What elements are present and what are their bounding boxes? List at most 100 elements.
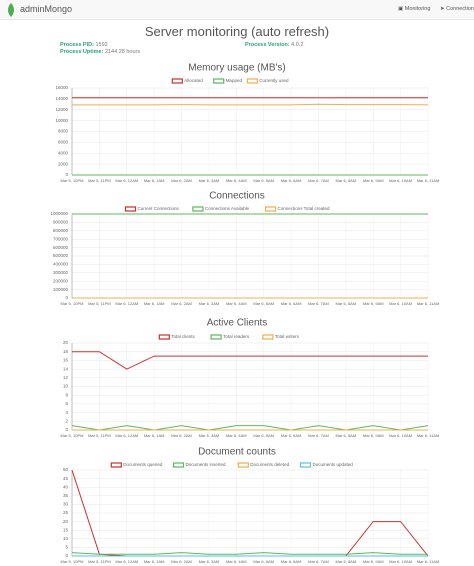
x-tick-label: Mar 6, 8AM: [336, 433, 357, 438]
info-label: Process Version:: [245, 42, 290, 48]
y-tick-label: 25: [63, 510, 69, 515]
legend-swatch: [299, 462, 312, 468]
y-tick-label: 200000: [53, 278, 69, 283]
x-tick-label: Mar 6, 10AM: [389, 178, 412, 183]
x-tick-label: Mar 6, 9AM: [363, 433, 384, 438]
x-tick-label: Mar 6, 10AM: [389, 301, 412, 306]
legend-label: Connections Available: [205, 206, 250, 211]
y-tick-label: 45: [63, 476, 69, 481]
y-tick-label: 10: [63, 536, 69, 541]
x-tick-label: Mar 6, 9AM: [363, 301, 384, 306]
x-tick-label: Mar 6, 4AM: [226, 178, 247, 183]
x-tick-label: Mar 6, 11AM: [417, 301, 440, 306]
legend-swatch: [124, 206, 137, 212]
x-tick-label: Mar 6, 3AM: [199, 559, 220, 564]
y-tick-label: 2000: [58, 161, 69, 166]
legend-label: Total clients: [171, 334, 195, 339]
x-tick-label: Mar 6, 11AM: [417, 433, 440, 438]
y-tick-label: 8: [65, 392, 68, 397]
legend-label: Documents deleted: [250, 462, 289, 467]
legend-swatch: [172, 462, 185, 468]
y-tick-label: 50: [63, 467, 69, 472]
y-tick-label: 400000: [53, 262, 69, 267]
chart-title: Active Clients: [207, 318, 268, 329]
y-tick-label: 0: [65, 427, 68, 432]
x-tick-label: Mar 5, 10PM: [61, 301, 84, 306]
info-label: Process PID:: [60, 42, 94, 48]
x-tick-label: Mar 6, 4AM: [226, 301, 247, 306]
x-tick-label: Mar 6, 2AM: [171, 433, 192, 438]
x-tick-label: Mar 6, 6AM: [281, 559, 302, 564]
y-tick-label: 35: [63, 493, 69, 498]
x-tick-label: Mar 6, 6AM: [281, 178, 302, 183]
x-tick-label: Mar 6, 12AM: [115, 559, 138, 564]
x-tick-label: Mar 5, 10PM: [61, 559, 84, 564]
nav-link-text[interactable]: Connection: [446, 6, 474, 12]
y-tick-label: 30: [63, 502, 69, 507]
chart-title: Connections: [209, 191, 265, 202]
x-tick-label: Mar 6, 2AM: [171, 559, 192, 564]
x-tick-label: Mar 6, 5AM: [253, 433, 274, 438]
y-tick-label: 4000: [58, 150, 69, 155]
x-tick-label: Mar 6, 5AM: [253, 178, 274, 183]
y-tick-label: 4: [65, 410, 68, 415]
info-value: 2144.28 hours: [104, 49, 141, 55]
y-tick-label: 100000: [53, 287, 69, 292]
x-tick-label: Mar 6, 11AM: [417, 559, 440, 564]
x-tick-label: Mar 6, 5AM: [253, 559, 274, 564]
x-tick-label: Mar 6, 12AM: [115, 301, 138, 306]
nav-link[interactable]: ▣ Monitoring: [398, 6, 431, 12]
y-tick-label: 900000: [53, 220, 69, 225]
x-tick-label: Mar 6, 3AM: [199, 433, 220, 438]
y-tick-label: 0: [65, 172, 68, 177]
brand[interactable]: adminMongo: [20, 4, 73, 14]
x-tick-label: Mar 6, 1AM: [144, 433, 165, 438]
y-tick-label: 0: [65, 553, 68, 558]
x-tick-label: Mar 5, 11PM: [88, 178, 111, 183]
chart-title: Document counts: [198, 447, 276, 458]
y-tick-label: 600000: [53, 245, 69, 250]
series-line: [71, 425, 429, 431]
y-tick-label: 40: [63, 484, 69, 489]
y-tick-label: 8000: [58, 129, 69, 134]
x-tick-label: Mar 6, 10AM: [389, 433, 412, 438]
x-tick-label: Mar 6, 8AM: [336, 178, 357, 183]
x-tick-label: Mar 6, 3AM: [199, 301, 220, 306]
info-label: Process Uptime:: [60, 49, 104, 55]
x-tick-label: Mar 6, 9AM: [363, 559, 384, 564]
x-tick-label: Mar 6, 7AM: [308, 301, 329, 306]
x-tick-label: Mar 6, 5AM: [253, 301, 274, 306]
y-tick-label: 14000: [55, 96, 68, 101]
legend-label: Total readers: [223, 334, 250, 339]
y-tick-label: 20: [63, 340, 69, 345]
page-title: Server monitoring (auto refresh): [144, 24, 330, 39]
legend-swatch: [237, 462, 249, 468]
y-tick-label: 16: [63, 358, 69, 363]
nav-link[interactable]: ➤ Connection: [440, 6, 474, 12]
x-tick-label: Mar 6, 7AM: [308, 559, 329, 564]
y-tick-label: 500000: [53, 253, 69, 258]
x-tick-label: Mar 6, 7AM: [308, 178, 329, 183]
legend-swatch: [246, 78, 258, 84]
legend-swatch: [213, 78, 225, 84]
legend-label: Allocated: [184, 78, 203, 83]
x-tick-label: Mar 6, 4AM: [226, 559, 247, 564]
x-tick-label: Mar 6, 3AM: [199, 178, 220, 183]
legend-label: Mapped: [226, 78, 243, 83]
y-tick-label: 2: [65, 418, 68, 423]
y-tick-label: 6: [65, 401, 68, 406]
nav-link-text[interactable]: Monitoring: [404, 6, 431, 12]
y-tick-label: 18: [63, 349, 69, 354]
x-tick-label: Mar 6, 9AM: [363, 178, 384, 183]
y-tick-label: 12000: [55, 107, 68, 112]
logo: [8, 3, 14, 17]
legend-label: Current Connections: [138, 206, 180, 211]
legend-label: Currently used: [259, 78, 289, 83]
x-tick-label: Mar 6, 6AM: [281, 301, 302, 306]
info: Process PID: 1592: [60, 42, 108, 48]
legend-label: Documents updated: [313, 462, 354, 467]
y-tick-label: 16000: [55, 85, 68, 90]
x-tick-label: Mar 6, 12AM: [115, 178, 138, 183]
y-tick-label: 1000000: [50, 211, 68, 216]
